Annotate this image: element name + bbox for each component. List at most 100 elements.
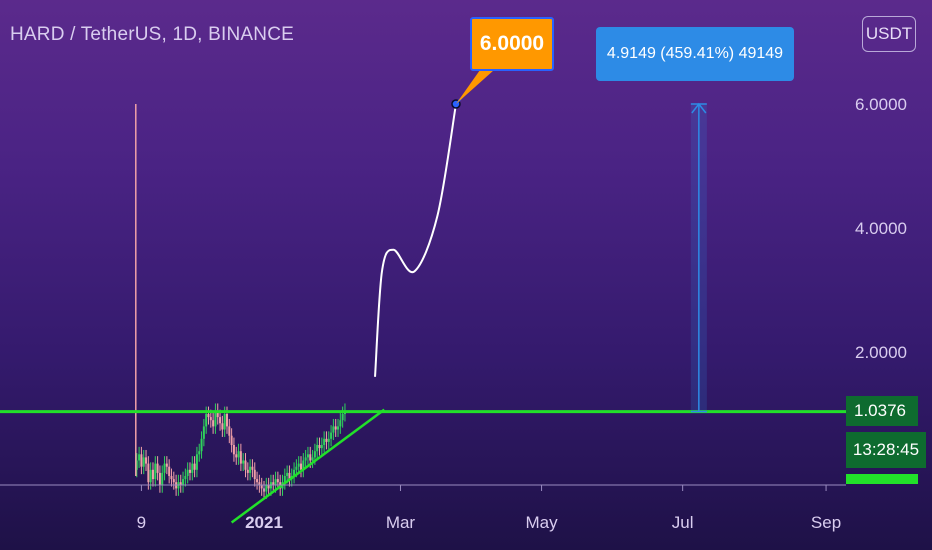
candle-body [135, 460, 138, 470]
candle-body [170, 476, 173, 480]
candle-body [154, 463, 157, 480]
candle-body [293, 469, 296, 476]
candle-body [147, 463, 150, 483]
x-tick-label: Jul [672, 513, 694, 532]
candle-body [205, 414, 208, 427]
candle-body [182, 479, 185, 486]
candle-body [200, 438, 203, 452]
candle-body [163, 463, 166, 473]
candle-body [316, 445, 319, 452]
candle-body [165, 463, 168, 467]
candle-body [214, 410, 217, 427]
y-tick-label: 2.0000 [855, 343, 907, 362]
candle-body [142, 457, 145, 467]
candle-body [295, 466, 298, 470]
candle-body [239, 451, 242, 464]
candle-body [244, 460, 247, 470]
candle-body [304, 457, 307, 461]
candle-body [145, 457, 148, 464]
candle-body [337, 426, 340, 430]
candle-body [267, 485, 270, 489]
candle-body [318, 445, 321, 449]
candle-body [223, 414, 226, 430]
candle-body [207, 414, 210, 418]
candle-body [313, 451, 316, 458]
candle-body [258, 482, 261, 486]
candle-body [242, 460, 245, 464]
candle-body [249, 466, 252, 473]
candle-body [274, 479, 277, 486]
candle-body [288, 472, 291, 480]
candle-body [198, 451, 201, 455]
candle-body [184, 476, 187, 480]
candle-body [195, 454, 198, 470]
candle-body [302, 460, 305, 470]
candle-body [193, 463, 196, 470]
candle-body [309, 454, 312, 461]
time-axis: 9 2021 Mar May Jul Sep [137, 485, 841, 532]
candle-body [138, 454, 141, 461]
candle-body [272, 482, 275, 486]
candle-body [256, 479, 259, 483]
candle-body [237, 451, 240, 458]
candle-body [260, 485, 263, 489]
candle-body [246, 469, 249, 473]
candle-body [161, 472, 164, 486]
candle-body [339, 420, 342, 427]
candle-body [332, 426, 335, 433]
candle-body [323, 438, 326, 445]
candle-body [283, 476, 286, 483]
measure-tool[interactable] [690, 102, 707, 413]
measure-callout[interactable]: 4.9149 (459.41%) 49149 [596, 27, 794, 81]
candle-body [156, 463, 159, 473]
candle-body [334, 426, 337, 430]
callout-pointer [455, 70, 494, 104]
candle-body [228, 426, 231, 436]
candle-body [297, 463, 300, 467]
candle-body [300, 463, 303, 470]
candle-body [219, 417, 222, 424]
ascending-trendline[interactable] [230, 408, 386, 524]
y-tick-label: 6.0000 [855, 95, 907, 114]
candle-body [186, 469, 189, 476]
price-label-strip [846, 474, 918, 484]
y-tick-label: 4.0000 [855, 219, 907, 238]
candle-body [168, 466, 171, 476]
candle-body [212, 420, 215, 427]
candle-body [276, 479, 279, 483]
x-tick-label: May [525, 513, 558, 532]
candle-body [327, 438, 330, 442]
candle-body [221, 423, 224, 430]
candle-body [330, 432, 333, 439]
candle-body [151, 469, 154, 480]
candle-body [311, 457, 314, 461]
candle-body [230, 435, 233, 445]
x-tick-label: 9 [137, 513, 146, 532]
candle-body [341, 414, 344, 421]
candle-body [286, 472, 289, 476]
price-axis: 6.0000 4.0000 2.0000 [855, 95, 907, 362]
last-price-label: 1.0376 [846, 396, 918, 426]
candle-body [265, 485, 268, 492]
candle-body [253, 469, 256, 480]
symbol-title: HARD / TetherUS, 1D, BINANCE [10, 24, 294, 45]
x-tick-label: 2021 [245, 513, 283, 532]
candle-body [191, 463, 194, 473]
x-tick-label: Sep [811, 513, 841, 532]
candle-body [202, 426, 205, 439]
projection-path[interactable] [374, 103, 457, 377]
x-tick-label: Mar [386, 513, 416, 532]
candle-body [172, 479, 175, 483]
candle-body [188, 469, 191, 473]
currency-button[interactable]: USDT [862, 16, 916, 52]
candle-body [149, 469, 152, 483]
candle-body [235, 454, 238, 458]
candle-body [209, 417, 212, 421]
candle-body [225, 414, 228, 427]
bar-countdown: 13:28:45 [846, 432, 926, 468]
candles-group [135, 104, 346, 499]
candle-body [158, 472, 161, 486]
price-callout[interactable]: 6.0000 [470, 17, 554, 71]
candle-body [140, 454, 143, 467]
